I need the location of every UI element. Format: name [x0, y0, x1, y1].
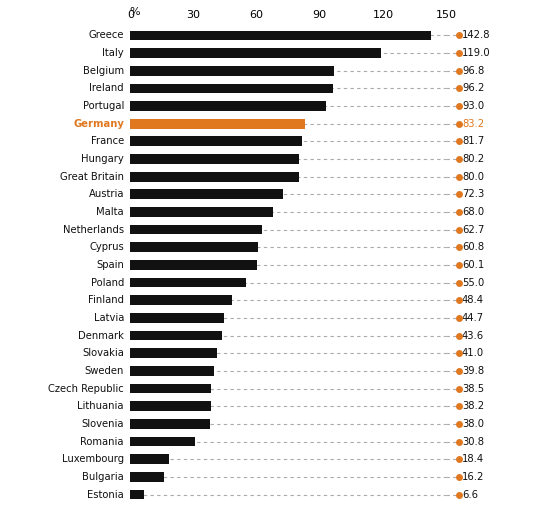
- Text: 80.0: 80.0: [462, 172, 484, 182]
- Text: 48.4: 48.4: [462, 295, 484, 305]
- Text: 93.0: 93.0: [462, 101, 484, 111]
- Bar: [130, 189, 283, 199]
- Text: 18.4: 18.4: [462, 454, 484, 464]
- Bar: [130, 172, 299, 182]
- Text: %: %: [129, 7, 140, 17]
- Text: 39.8: 39.8: [462, 366, 484, 376]
- Text: 119.0: 119.0: [462, 48, 491, 58]
- Text: Sweden: Sweden: [85, 366, 124, 376]
- Text: 6.6: 6.6: [462, 489, 478, 500]
- Text: 142.8: 142.8: [462, 30, 491, 40]
- Text: 72.3: 72.3: [462, 189, 484, 199]
- Bar: [130, 101, 326, 111]
- Text: 60.8: 60.8: [462, 242, 484, 252]
- Text: 83.2: 83.2: [462, 119, 484, 129]
- Text: Slovenia: Slovenia: [81, 419, 124, 429]
- Text: Latvia: Latvia: [94, 313, 124, 323]
- Bar: [130, 260, 257, 270]
- Text: 16.2: 16.2: [462, 472, 484, 482]
- Text: Italy: Italy: [102, 48, 124, 58]
- Text: Denmark: Denmark: [78, 331, 124, 340]
- Text: Cyprus: Cyprus: [89, 242, 124, 252]
- Text: 41.0: 41.0: [462, 348, 484, 358]
- Text: 44.7: 44.7: [462, 313, 484, 323]
- Bar: [130, 454, 169, 464]
- Text: Portugal: Portugal: [82, 101, 124, 111]
- Text: Slovakia: Slovakia: [82, 348, 124, 358]
- Bar: [130, 348, 217, 358]
- Bar: [130, 472, 164, 482]
- Text: Austria: Austria: [89, 189, 124, 199]
- Bar: [130, 137, 302, 146]
- Bar: [130, 207, 273, 217]
- Bar: [130, 331, 222, 340]
- Bar: [130, 401, 211, 411]
- Bar: [130, 66, 334, 76]
- Text: Estonia: Estonia: [87, 489, 124, 500]
- Text: Belgium: Belgium: [83, 66, 124, 76]
- Bar: [130, 419, 210, 429]
- Text: 38.0: 38.0: [462, 419, 484, 429]
- Bar: [130, 295, 232, 305]
- Bar: [130, 83, 333, 93]
- Bar: [130, 313, 224, 323]
- Text: Netherlands: Netherlands: [63, 225, 124, 234]
- Text: 38.5: 38.5: [462, 383, 484, 394]
- Text: 60.1: 60.1: [462, 260, 484, 270]
- Text: Romania: Romania: [80, 437, 124, 446]
- Text: 96.8: 96.8: [462, 66, 484, 76]
- Text: Lithuania: Lithuania: [78, 401, 124, 411]
- Bar: [130, 243, 258, 252]
- Text: Poland: Poland: [91, 278, 124, 288]
- Text: 96.2: 96.2: [462, 83, 484, 93]
- Text: 38.2: 38.2: [462, 401, 484, 411]
- Bar: [130, 383, 211, 393]
- Bar: [130, 437, 195, 446]
- Text: Greece: Greece: [89, 30, 124, 40]
- Text: Luxembourg: Luxembourg: [62, 454, 124, 464]
- Text: 81.7: 81.7: [462, 136, 484, 146]
- Text: 80.2: 80.2: [462, 154, 484, 164]
- Text: Hungary: Hungary: [81, 154, 124, 164]
- Bar: [130, 31, 431, 40]
- Bar: [130, 225, 262, 234]
- Bar: [130, 366, 214, 376]
- Text: Czech Republic: Czech Republic: [48, 383, 124, 394]
- Text: 68.0: 68.0: [462, 207, 484, 217]
- Text: 43.6: 43.6: [462, 331, 484, 340]
- Bar: [130, 119, 305, 129]
- Text: Ireland: Ireland: [89, 83, 124, 93]
- Text: 30.8: 30.8: [462, 437, 484, 446]
- Text: 55.0: 55.0: [462, 278, 484, 288]
- Text: Bulgaria: Bulgaria: [82, 472, 124, 482]
- Text: Spain: Spain: [96, 260, 124, 270]
- Text: 62.7: 62.7: [462, 225, 484, 234]
- Text: Finland: Finland: [88, 295, 124, 305]
- Bar: [130, 48, 381, 58]
- Bar: [130, 154, 299, 164]
- Bar: [130, 489, 144, 499]
- Text: Malta: Malta: [96, 207, 124, 217]
- Text: Great Britain: Great Britain: [60, 172, 124, 182]
- Text: France: France: [91, 136, 124, 146]
- Text: Germany: Germany: [73, 119, 124, 129]
- Bar: [130, 278, 246, 287]
